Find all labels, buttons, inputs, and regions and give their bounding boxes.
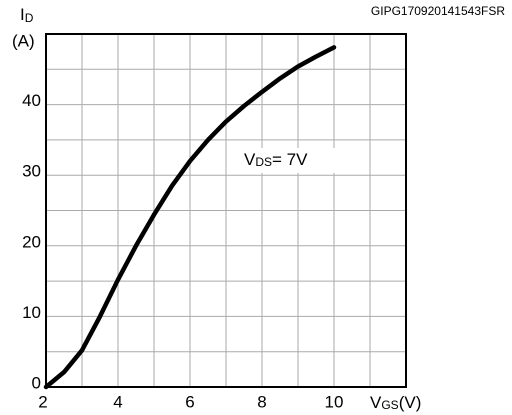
y-label-sub: D (25, 11, 34, 25)
x-label-symbol: V (370, 393, 382, 412)
y-label-symbol: I (20, 5, 25, 24)
curve (43, 45, 337, 390)
y-axis-unit: (A) (12, 31, 35, 50)
x-tick-label: 8 (257, 392, 266, 411)
x-tick-label: 2 (38, 392, 47, 411)
annotation-box (238, 148, 335, 173)
y-tick-label: 20 (22, 232, 41, 251)
y-axis-label: ID (20, 5, 34, 25)
y-tick-label: 0 (32, 373, 41, 392)
y-tick-label: 40 (22, 91, 41, 110)
annotation-sub: DS (255, 155, 272, 169)
x-tick-label: 10 (325, 392, 344, 411)
plot (43, 45, 337, 390)
x-label-sub: GS (381, 398, 398, 412)
annotation-symbol: V (244, 150, 256, 169)
x-tick-label: 4 (113, 392, 122, 411)
grid (45, 33, 407, 388)
source-id: GIPG170920141543FSR (371, 4, 505, 18)
x-axis-label: VGS(V) (370, 393, 421, 412)
plot-frame (45, 33, 407, 388)
y-tick-label: 30 (22, 162, 41, 181)
x-label-unit: (V) (399, 393, 422, 412)
y-tick-label: 10 (22, 303, 41, 322)
x-tick-label: 6 (185, 392, 194, 411)
annotation-text: = 7V (272, 150, 308, 169)
annotation: VDS= 7V (244, 150, 308, 169)
